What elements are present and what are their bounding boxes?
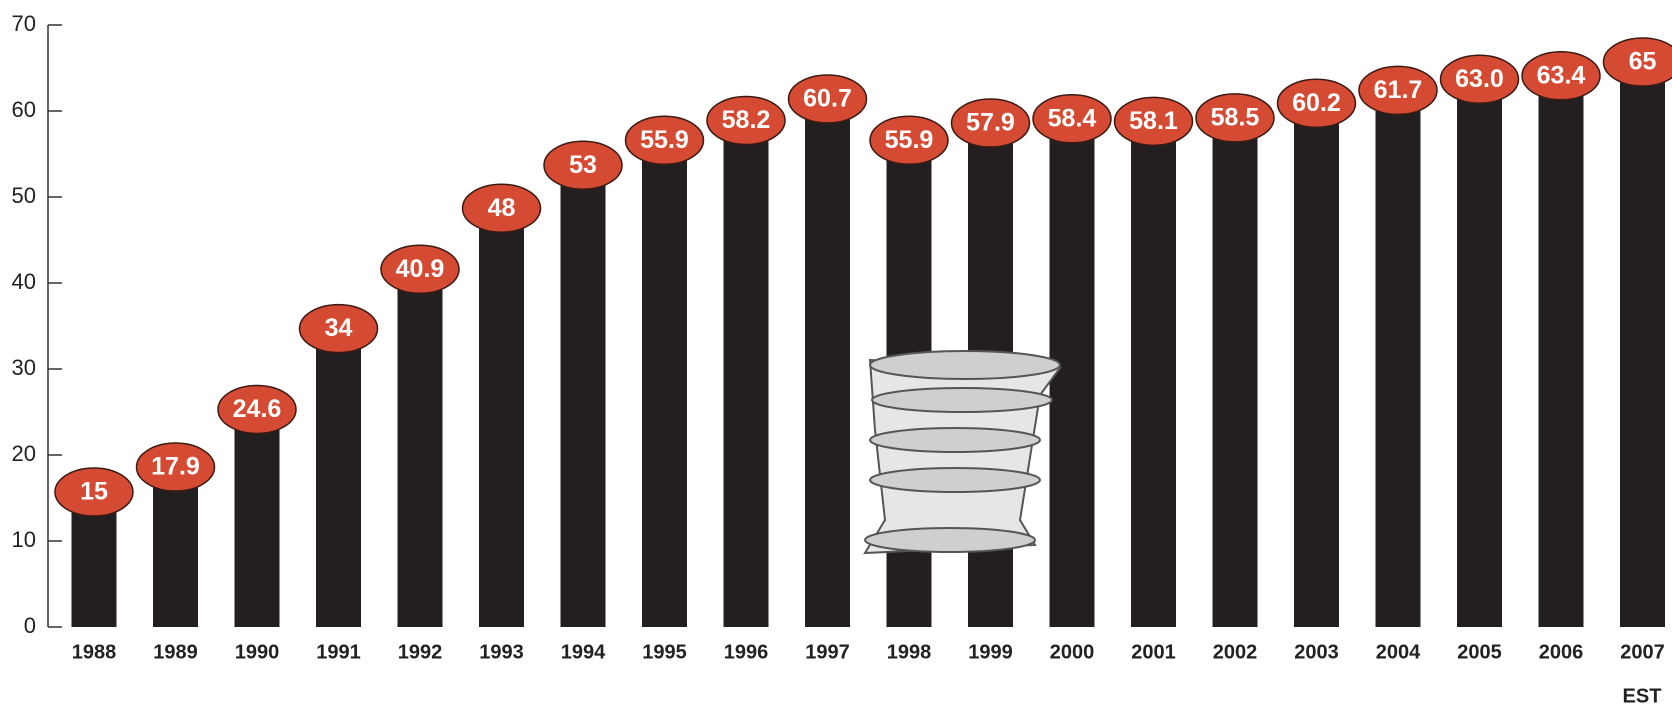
y-tick-label: 60 [12, 97, 36, 122]
y-tick-label: 20 [12, 441, 36, 466]
value-label: 65 [1629, 48, 1657, 76]
value-label: 24.6 [233, 395, 282, 423]
value-badge [1439, 54, 1520, 104]
bar [723, 126, 769, 627]
bar [1212, 123, 1258, 628]
bar [153, 473, 198, 627]
bar [642, 146, 687, 627]
bar [234, 415, 280, 627]
value-badge [787, 74, 868, 124]
y-tick-label: 0 [24, 613, 36, 638]
value-badge [624, 115, 705, 166]
value-badge [1602, 37, 1672, 87]
value-badge [543, 140, 623, 190]
value-badge [1521, 51, 1601, 101]
x-tick-label: 1994 [561, 641, 606, 663]
x-tick-label: 2004 [1376, 641, 1421, 663]
value-label: 15 [80, 478, 108, 506]
value-badge [1358, 65, 1438, 116]
x-tick-label: 2001 [1131, 641, 1176, 663]
bar [397, 275, 443, 627]
value-label: 60.7 [803, 85, 852, 113]
value-label: 40.9 [396, 255, 445, 283]
value-badge [1032, 94, 1112, 144]
value-label: 53 [569, 151, 597, 179]
x-tick-label: 2006 [1539, 641, 1584, 663]
y-tick-label: 10 [12, 527, 36, 552]
value-label: 57.9 [966, 109, 1015, 137]
value-label: 60.2 [1292, 89, 1341, 117]
value-label: 58.1 [1129, 107, 1178, 135]
x-tick-label: 1999 [968, 641, 1013, 663]
bar [1375, 96, 1421, 627]
value-label: 55.9 [640, 126, 689, 154]
bar [316, 334, 361, 627]
bar [479, 214, 524, 627]
value-badge [217, 384, 297, 435]
x-tick-label: 2005 [1457, 641, 1502, 663]
x-tick-label: 1992 [398, 641, 443, 663]
y-tick-label: 70 [12, 11, 36, 36]
x-tick-label: 1998 [887, 641, 932, 663]
x-tick-label: 1991 [316, 641, 361, 663]
value-badge [1276, 78, 1357, 129]
value-badge [950, 98, 1031, 148]
x-tick-label: 2003 [1294, 641, 1339, 663]
annotation: EST [1623, 685, 1662, 707]
value-label: 17.9 [151, 453, 200, 481]
value-badge [1113, 96, 1194, 147]
value-badge [706, 95, 786, 146]
value-label: 55.9 [885, 126, 934, 154]
value-label: 58.5 [1211, 104, 1260, 132]
bar [1620, 68, 1665, 627]
x-tick-label: 2000 [1050, 641, 1095, 663]
value-badge [298, 303, 379, 354]
slinky-illustration [863, 350, 1062, 555]
x-tick-label: 1997 [805, 641, 850, 663]
value-label: 58.4 [1048, 104, 1097, 132]
value-label: 61.7 [1374, 76, 1423, 104]
bar [1457, 85, 1502, 627]
value-label: 34 [325, 314, 353, 342]
y-tick-label: 50 [12, 183, 36, 208]
value-badge [1195, 93, 1275, 143]
x-tick-label: 1989 [153, 641, 198, 663]
bar [805, 104, 850, 628]
bar [1538, 81, 1584, 627]
bar [71, 498, 117, 627]
x-tick-label: 1990 [235, 641, 280, 663]
x-tick-label: 1993 [479, 641, 524, 663]
bar [560, 171, 606, 627]
bar [1294, 109, 1339, 627]
value-badge [54, 467, 134, 517]
value-label: 63.0 [1455, 65, 1504, 93]
bar [1131, 127, 1176, 627]
x-tick-label: 1988 [72, 641, 117, 663]
y-tick-label: 30 [12, 355, 36, 380]
y-tick-label: 40 [12, 269, 36, 294]
value-label: 63.4 [1537, 61, 1586, 89]
value-badge [380, 244, 460, 295]
x-tick-label: 2007 [1620, 641, 1665, 663]
value-badge [135, 442, 216, 492]
x-tick-label: 1995 [642, 641, 687, 663]
value-badge [461, 183, 542, 233]
x-tick-label: 2002 [1213, 641, 1258, 663]
bar [1049, 124, 1095, 627]
value-badge [869, 115, 949, 166]
x-tick-label: 1996 [724, 641, 769, 663]
value-label: 48 [488, 194, 516, 222]
value-label: 58.2 [722, 106, 771, 134]
